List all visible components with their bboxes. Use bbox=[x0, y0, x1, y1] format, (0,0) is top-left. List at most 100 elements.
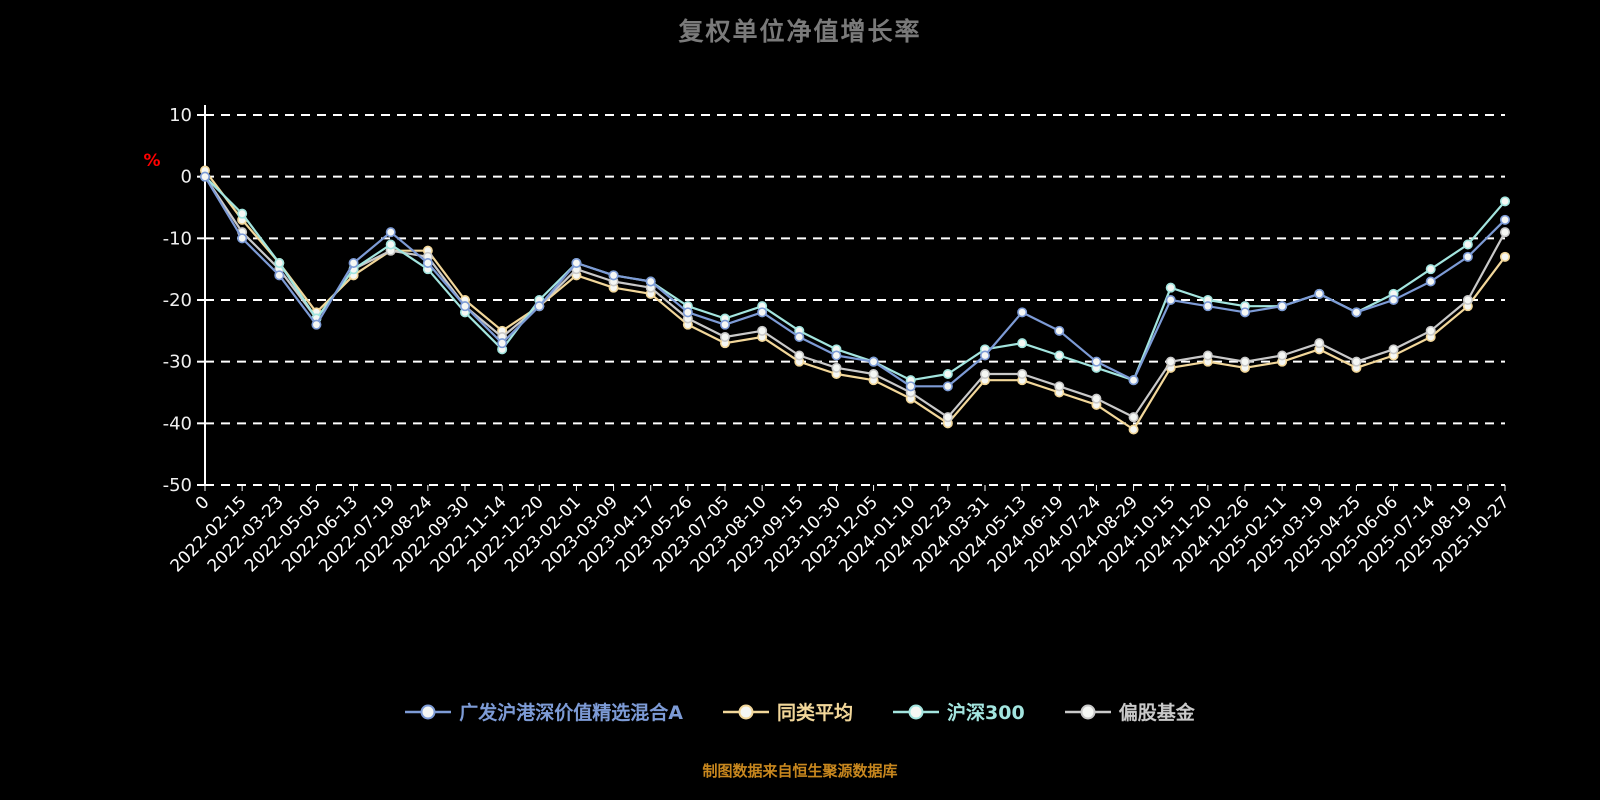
legend-item-1[interactable]: 同类平均 bbox=[723, 698, 853, 725]
data-point-marker bbox=[831, 350, 842, 361]
data-point-marker bbox=[794, 350, 805, 361]
legend-marker-icon bbox=[723, 704, 769, 719]
data-point-marker bbox=[682, 307, 693, 318]
data-point-marker bbox=[459, 301, 470, 312]
y-axis-tick-label: -40 bbox=[163, 413, 192, 434]
y-axis-tick-label: 10 bbox=[169, 105, 192, 126]
data-point-marker bbox=[237, 208, 248, 219]
data-point-marker bbox=[1054, 350, 1065, 361]
series-markers-0 bbox=[200, 171, 1511, 392]
data-point-marker bbox=[1425, 264, 1436, 275]
y-axis-tick-label: -10 bbox=[163, 228, 192, 249]
data-point-marker bbox=[831, 362, 842, 373]
data-point-marker bbox=[942, 368, 953, 379]
data-point-marker bbox=[757, 307, 768, 318]
data-point-marker bbox=[1314, 288, 1325, 299]
data-point-marker bbox=[1314, 338, 1325, 349]
data-point-marker bbox=[1500, 196, 1511, 207]
data-point-marker bbox=[1202, 350, 1213, 361]
series-line-3 bbox=[203, 175, 1507, 419]
data-point-marker bbox=[1054, 325, 1065, 336]
legend-marker-icon bbox=[1064, 704, 1111, 719]
y-axis-name: % bbox=[143, 151, 160, 171]
data-point-marker bbox=[719, 319, 730, 330]
data-point-marker bbox=[1277, 350, 1288, 361]
x-axis: 02022-02-152022-03-232022-05-052022-06-1… bbox=[167, 485, 1514, 576]
data-point-marker bbox=[1128, 412, 1139, 423]
legend-item-3[interactable]: 偏股基金 bbox=[1064, 698, 1195, 725]
data-point-marker bbox=[1128, 375, 1139, 386]
data-point-marker bbox=[1500, 214, 1511, 225]
data-point-marker bbox=[757, 325, 768, 336]
data-point-marker bbox=[868, 356, 879, 367]
data-point-marker bbox=[794, 331, 805, 342]
data-point-marker bbox=[1017, 368, 1028, 379]
data-point-marker bbox=[534, 301, 545, 312]
data-point-marker bbox=[1388, 344, 1399, 355]
data-point-marker bbox=[1091, 393, 1102, 404]
data-point-marker bbox=[1165, 282, 1176, 293]
data-point-marker bbox=[1277, 301, 1288, 312]
legend-label: 广发沪港深价值精选混合A bbox=[459, 702, 683, 724]
data-point-marker bbox=[1462, 294, 1473, 305]
y-axis-tick-label: 0 bbox=[181, 167, 192, 188]
data-point-marker bbox=[979, 368, 990, 379]
data-point-marker bbox=[1017, 307, 1028, 318]
legend-label: 同类平均 bbox=[777, 702, 854, 724]
legend-item-2[interactable]: 沪深300 bbox=[893, 698, 1025, 725]
data-point-marker bbox=[1425, 325, 1436, 336]
data-point-marker bbox=[719, 331, 730, 342]
data-point-marker bbox=[1351, 356, 1362, 367]
data-point-marker bbox=[385, 239, 396, 250]
data-point-marker bbox=[1165, 356, 1176, 367]
series-line-1 bbox=[203, 169, 1507, 431]
data-point-marker bbox=[274, 270, 285, 281]
data-point-marker bbox=[1017, 338, 1028, 349]
data-point-marker bbox=[385, 227, 396, 238]
y-axis-tick-label: -20 bbox=[163, 290, 192, 311]
data-point-marker bbox=[571, 257, 582, 268]
data-point-marker bbox=[1054, 381, 1065, 392]
data-point-marker bbox=[942, 381, 953, 392]
chart-title: 复权单位净值增长率 bbox=[678, 17, 922, 46]
data-point-marker bbox=[311, 319, 322, 330]
data-point-marker bbox=[422, 257, 433, 268]
data-point-marker bbox=[1388, 294, 1399, 305]
series-line-2 bbox=[203, 175, 1507, 382]
data-point-marker bbox=[942, 412, 953, 423]
legend-marker-icon bbox=[405, 704, 452, 719]
data-point-marker bbox=[1500, 227, 1511, 238]
data-point-marker bbox=[1425, 276, 1436, 287]
data-point-marker bbox=[1240, 307, 1251, 318]
data-point-marker bbox=[1351, 307, 1362, 318]
data-point-marker bbox=[1128, 424, 1139, 435]
legend-marker-icon bbox=[893, 704, 940, 719]
data-point-marker bbox=[645, 276, 656, 287]
data-point-marker bbox=[1165, 294, 1176, 305]
legend: 广发沪港深价值精选混合A 同类平均 沪深300 偏股基金 bbox=[0, 698, 1600, 725]
source-note: 制图数据来自恒生聚源数据库 bbox=[702, 762, 898, 780]
line-chart: 10 0 -10 -20 -30 -40 -50% 02022-02-152022-03-23… bbox=[143, 105, 1514, 576]
series-line-0 bbox=[203, 175, 1507, 388]
legend-item-0[interactable]: 广发沪港深价值精选混合A bbox=[405, 698, 683, 725]
data-point-marker bbox=[497, 338, 508, 349]
data-point-marker bbox=[274, 257, 285, 268]
data-point-marker bbox=[1462, 239, 1473, 250]
data-point-marker bbox=[1462, 251, 1473, 262]
data-point-marker bbox=[1500, 251, 1511, 262]
gridlines: 10 0 -10 -20 -30 -40 -50 bbox=[163, 105, 1505, 496]
data-point-marker bbox=[237, 233, 248, 244]
y-axis-tick-label: -30 bbox=[163, 352, 192, 373]
data-point-marker bbox=[608, 270, 619, 281]
data-point-marker bbox=[868, 368, 879, 379]
data-point-marker bbox=[979, 350, 990, 361]
data-point-marker bbox=[1202, 301, 1213, 312]
data-point-marker bbox=[348, 257, 359, 268]
legend-label: 偏股基金 bbox=[1118, 702, 1195, 724]
data-point-marker bbox=[905, 381, 916, 392]
data-point-marker bbox=[1240, 356, 1251, 367]
y-axis-tick-label: -50 bbox=[163, 475, 192, 496]
x-axis-tick-label: 0 bbox=[192, 492, 214, 514]
data-point-marker bbox=[200, 171, 211, 182]
